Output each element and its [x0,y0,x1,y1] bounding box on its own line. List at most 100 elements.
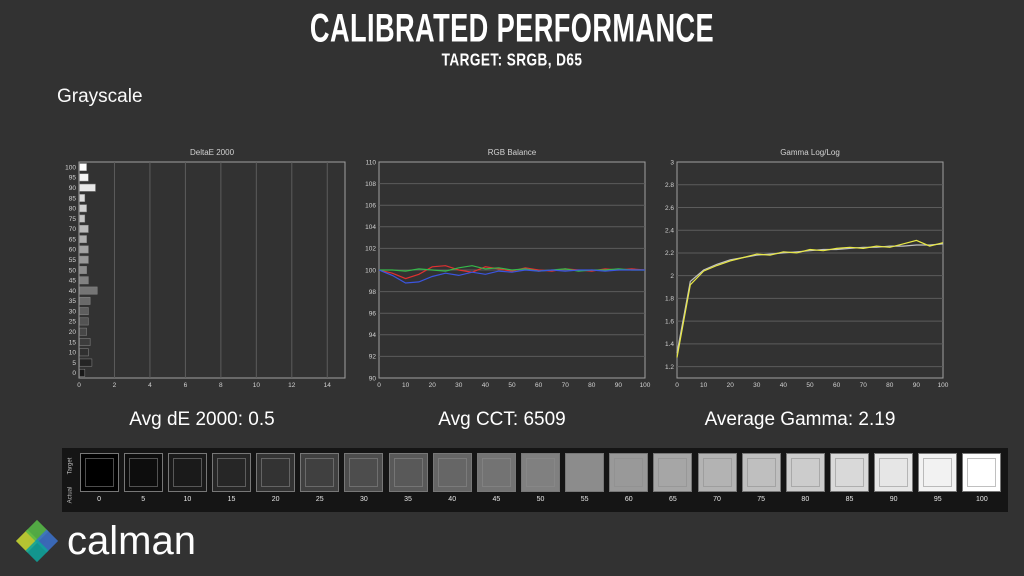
tick-label: 106 [365,203,376,210]
tick-label: 40 [69,288,77,295]
deltae-bar [79,255,89,264]
deltae-bar [79,307,89,316]
tick-label: 92 [369,354,377,361]
actual-swatch [967,458,997,487]
grayscale-cell: 5 [121,451,165,510]
target-swatch [167,453,207,492]
deltae-bar [79,194,86,202]
grayscale-cell: 15 [209,451,253,510]
target-swatch [918,453,958,492]
grayscale-cell: 40 [430,451,474,510]
tick-label: 1.6 [665,318,674,325]
grayscale-step-label: 60 [624,496,633,503]
actual-swatch [746,458,776,487]
grayscale-cell: 25 [298,451,342,510]
grayscale-cell: 80 [783,451,827,510]
grayscale-step-label: 55 [580,496,589,503]
tick-label: 14 [324,382,332,389]
actual-row-label: Actual [67,486,74,504]
tick-label: 70 [860,382,868,389]
tick-label: 50 [508,382,516,389]
tick-label: 20 [429,382,437,389]
actual-swatch [614,458,644,487]
grayscale-step-label: 35 [404,496,412,503]
target-row-label: Target [67,457,74,475]
tick-label: 40 [482,382,490,389]
calman-logo: calman [14,518,196,564]
tick-label: 80 [886,382,894,389]
logo-petal-top [25,519,49,543]
deltae-bar [79,358,93,367]
section-label-grayscale: Grayscale [57,86,143,107]
actual-swatch [525,458,555,487]
target-swatch [962,453,1002,492]
grayscale-step-label: 10 [183,496,192,503]
tick-label: 104 [365,224,376,231]
deltae-bar [79,214,86,223]
tick-label: 108 [365,181,376,188]
grayscale-cell: 10 [165,451,209,510]
deltae-bar [79,266,87,274]
actual-swatch [658,458,688,487]
actual-swatch [172,458,202,487]
tick-label: 10 [69,350,77,357]
rgb-balance-chart: RGB Balance 90 92 94 96 98 100 102 104 106 108 110 0… [365,148,651,389]
deltae-bar [79,327,87,336]
tick-label: 55 [69,257,77,264]
green-line [379,265,645,272]
tick-label: 25 [69,319,77,326]
deltae-bar [79,173,89,182]
tick-label: 10 [253,382,261,389]
actual-swatch [216,458,246,487]
actual-swatch [481,458,511,487]
avg-de-2000-stat: Avg dE 2000: 0.5 [129,409,275,430]
grayscale-step-label: 65 [669,496,677,503]
target-swatch [211,453,251,492]
tick-label: 2 [113,382,117,389]
tick-label: 20 [727,382,735,389]
target-swatch [785,453,825,492]
target-swatch [388,453,428,492]
grayscale-step-label: 80 [801,496,810,503]
tick-label: 96 [369,311,377,318]
grayscale-cell: 85 [827,451,871,510]
target-swatch [565,453,605,492]
grayscale-step-label: 90 [889,496,898,503]
grayscale-strip: Target Actual 0 5 10 15 20 25 30 35 40 45 50 55 60 65… [62,448,1008,512]
grayscale-cell: 20 [254,451,298,510]
grayscale-step-label: 20 [271,496,280,503]
tick-label: 100 [640,382,651,389]
tick-label: 12 [288,382,296,389]
tick-label: 100 [65,164,76,171]
tick-label: 2.8 [665,182,674,189]
grayscale-step-label: 95 [933,496,942,503]
grayscale-step-label: 30 [360,496,368,503]
actual-swatch [834,458,864,487]
tick-label: 95 [69,175,77,182]
deltae-bar [79,235,87,244]
avg-cct-stat: Avg CCT: 6509 [438,409,566,430]
page-title: CALIBRATED PERFORMANCE [309,6,715,51]
actual-swatch [84,458,114,487]
tick-label: 0 [675,382,679,389]
tick-label: 90 [369,375,377,382]
actual-swatch [393,458,423,487]
tick-label: 102 [365,246,376,253]
tick-label: 100 [365,267,376,274]
deltae-bar [79,348,89,357]
target-swatch [344,453,384,492]
grayscale-cell: 45 [474,451,518,510]
blue-line [378,269,645,284]
deltae-bar [79,163,87,172]
tick-label: 2.6 [665,205,674,212]
actual-swatch [349,458,379,487]
tick-label: 2.2 [665,250,674,257]
target-swatch [476,453,516,492]
strip-row-labels: Target Actual [64,451,77,510]
grayscale-cells: 0 5 10 15 20 25 30 35 40 45 50 55 60 65 70 75 80 85 90 95 10… [77,451,1004,510]
tick-label: 1.4 [665,341,674,348]
tick-label: 80 [588,382,596,389]
tick-label: 0 [72,370,76,377]
tick-label: 15 [69,339,77,346]
tick-label: 0 [77,382,81,389]
